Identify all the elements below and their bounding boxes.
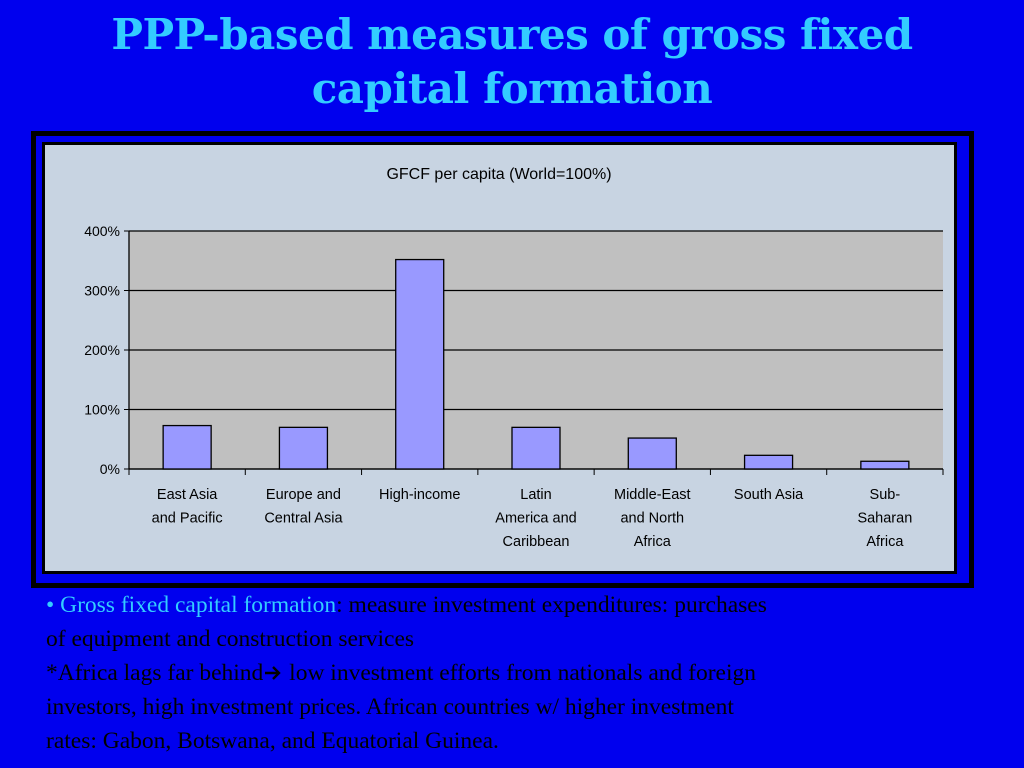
bar (627, 437, 677, 470)
bar-chart: GFCF per capita (World=100%) 0% 100% 200% 3… (84, 166, 944, 550)
slide-title: PPP-based measures of gross fixed capita… (0, 8, 1024, 116)
bar (278, 426, 329, 470)
x-tick-label: Africa (634, 534, 672, 550)
bar (511, 426, 561, 470)
bar (743, 454, 794, 470)
bar (860, 460, 910, 470)
x-tick-label: Middle-East (614, 487, 691, 503)
chart-title: GFCF per capita (World=100%) (386, 166, 611, 183)
x-tick-label: Central Asia (264, 511, 343, 527)
x-tick-label: Saharan (857, 511, 912, 527)
slide-title-line-2: capital formation (311, 64, 713, 113)
slide-title-line-1: PPP-based measures of gross fixed (111, 10, 913, 59)
notes-line-5: rates: Gabon, Botswana, and Equatorial G… (46, 728, 499, 754)
x-tick-label: Latin (520, 487, 551, 503)
x-tick-label: Caribbean (503, 534, 570, 550)
x-tick-label: Sub- (870, 487, 901, 503)
chart-frame: GFCF per capita (World=100%) 0% 100% 200% 3… (31, 131, 974, 588)
bar (162, 424, 212, 470)
y-tick-label: 100% (84, 402, 120, 418)
chart-area: GFCF per capita (World=100%) 0% 100% 200% 3… (42, 142, 957, 574)
x-tick-label: Europe and (266, 487, 341, 503)
notes-line-4: investors, high investment prices. Afric… (46, 694, 734, 720)
notes-line-3: *Africa lags far behind low investment e… (46, 656, 1016, 690)
gfcf-definition-part-2: of equipment and construction services (46, 626, 415, 652)
y-tick-label: 200% (84, 342, 120, 358)
y-tick-label: 300% (84, 283, 120, 299)
x-tick-label: America and (495, 511, 576, 527)
x-tick-label: Africa (866, 534, 904, 550)
x-tick-label: East Asia (157, 487, 218, 503)
x-tick-label: and North (620, 511, 684, 527)
africa-tail: low investment efforts from nationals an… (283, 660, 757, 686)
notes-text: • Gross fixed capital formation: measure… (46, 588, 1016, 758)
bar (395, 258, 445, 470)
y-tick-label: 400% (84, 223, 120, 239)
x-tick-label: and Pacific (152, 511, 223, 527)
africa-lead: *Africa lags far behind (46, 660, 264, 686)
x-tick-label: High-income (379, 487, 460, 503)
right-arrow-icon (265, 666, 281, 680)
x-tick-label: South Asia (734, 487, 804, 503)
bullet-marker: • (46, 592, 55, 618)
y-tick-label: 0% (100, 461, 120, 477)
notes-line-1: • Gross fixed capital formation: measure… (46, 588, 1016, 622)
plot-area: 0% 100% 200% 300% 400% East Asia and Pacific Eu… (84, 223, 944, 550)
gfcf-term: Gross fixed capital formation (60, 592, 337, 618)
gfcf-definition-part-1: : measure investment expenditures: purch… (336, 592, 767, 618)
